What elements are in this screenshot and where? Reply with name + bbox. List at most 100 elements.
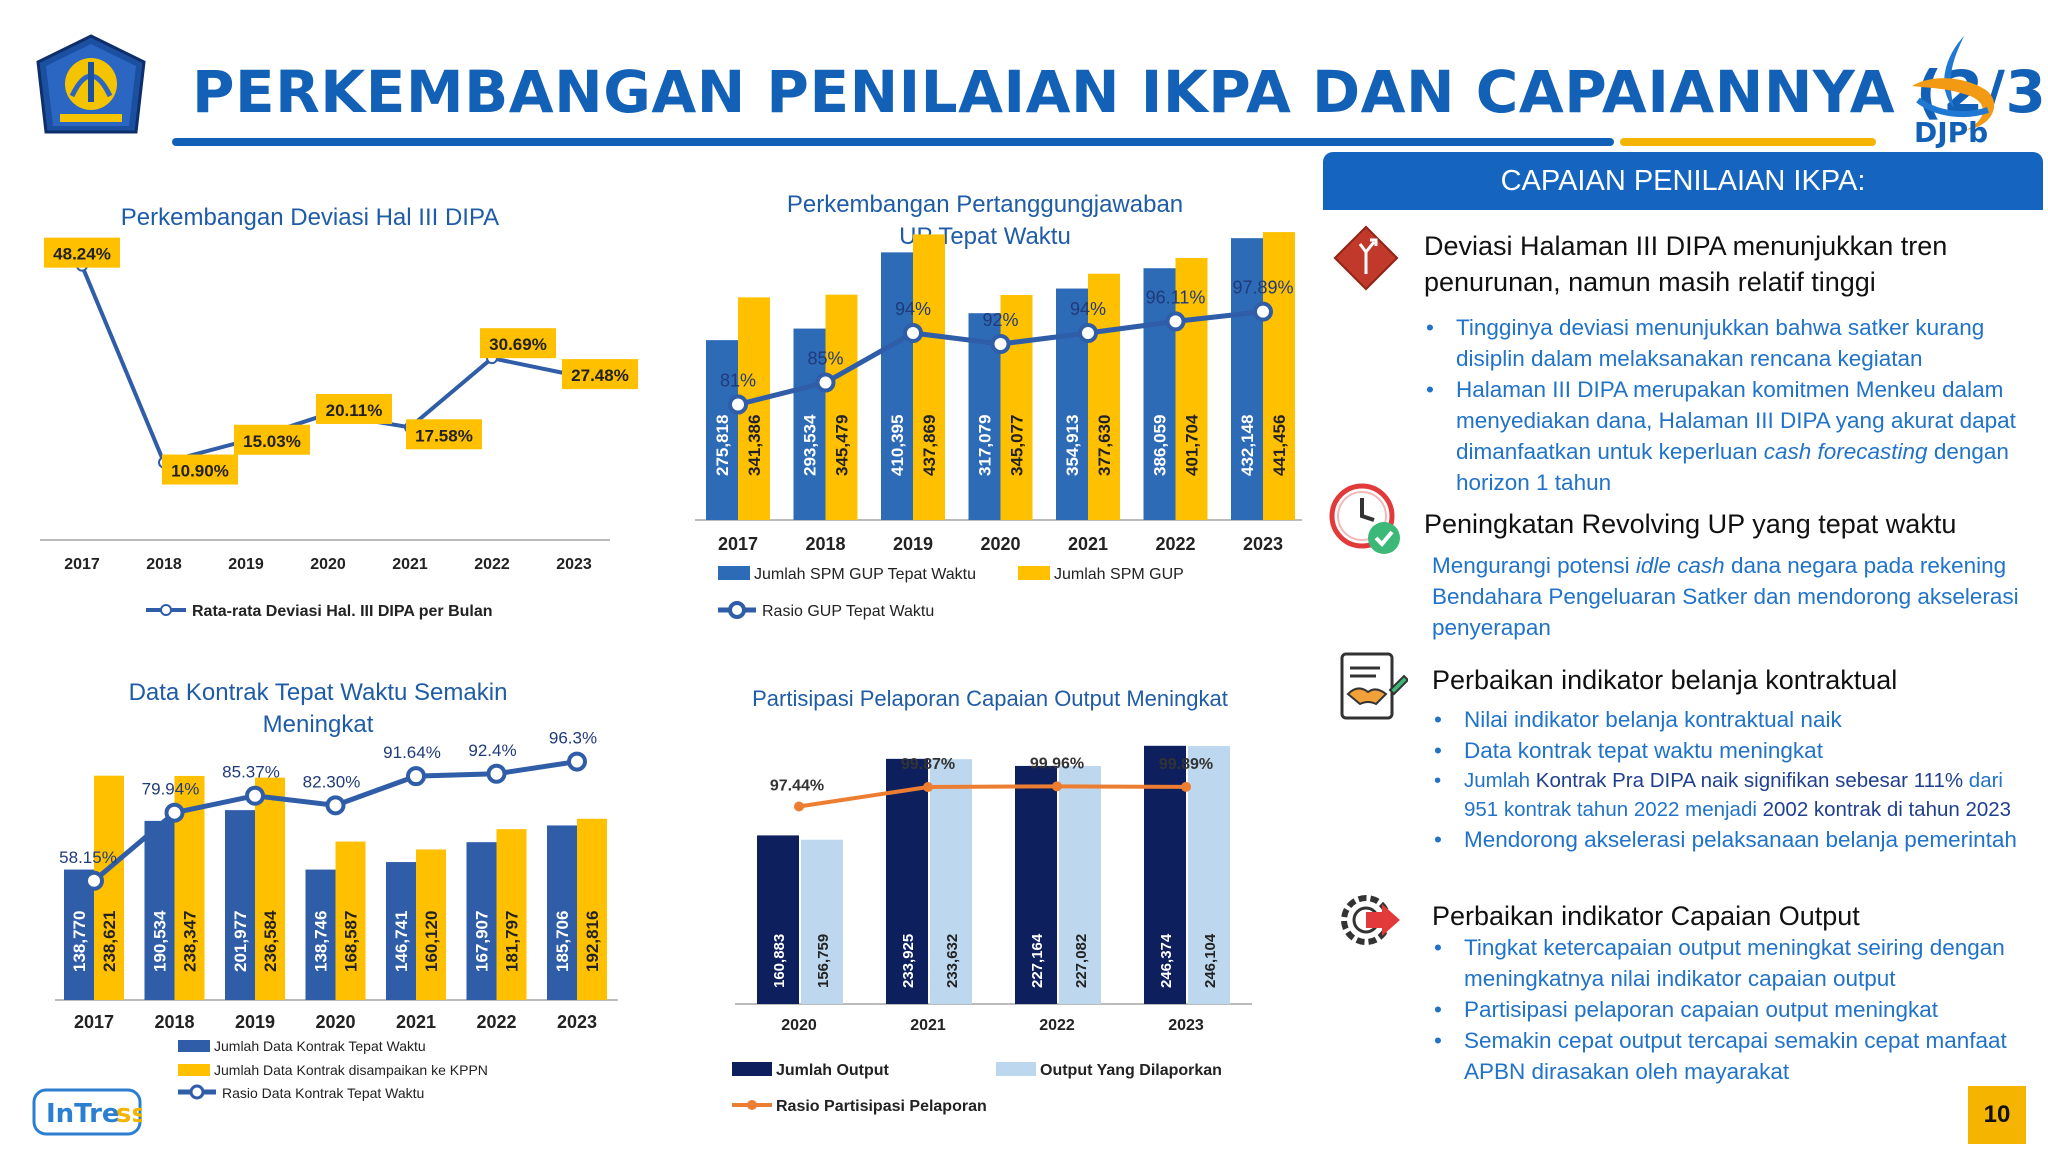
ratio-point — [406, 766, 426, 787]
bar — [886, 758, 928, 1004]
page-number: 10 — [1968, 1086, 2026, 1144]
bar-value-label: 160,883 — [771, 934, 788, 988]
bar — [305, 869, 336, 1000]
ratio-point — [1052, 781, 1062, 792]
data-label: 27.48% — [571, 366, 629, 385]
ratio-line — [798, 784, 1187, 809]
title-underline-blue — [172, 138, 1614, 146]
bar — [913, 234, 945, 520]
ratio-label: 92.4% — [468, 741, 516, 760]
ratio-point — [990, 334, 1011, 354]
bar-value-label: 441,456 — [1270, 415, 1289, 476]
ratio-point — [325, 795, 346, 816]
bar — [577, 818, 607, 1000]
bar-value-label: 138,770 — [70, 911, 89, 972]
ratio-point — [567, 751, 587, 772]
bar-value-label: 190,534 — [151, 910, 170, 972]
tick-label: 2021 — [1068, 534, 1108, 554]
page-title: PERKEMBANGAN PENILAIAN IKPA DAN CAPAIANN… — [192, 58, 2048, 126]
tick-label: 2021 — [392, 556, 428, 573]
chart-title: Meningkat — [263, 711, 374, 738]
ratio-point — [245, 785, 265, 806]
section-up-title: Peningkatan Revolving UP yang tepat wakt… — [1424, 509, 1957, 539]
ratio-label: 96.11% — [1146, 287, 1206, 307]
list-item: Jumlah Kontrak Pra DIPA naik signifikan … — [1430, 766, 2040, 824]
data-label-box — [406, 419, 482, 450]
ratio-label: 82.30% — [303, 772, 361, 791]
legend-marker — [160, 604, 172, 616]
section-kontrak-title: Perbaikan indikator belanja kontraktual — [1432, 665, 1898, 695]
chart-title: Perkembangan Deviasi Hal III DIPA — [121, 204, 499, 231]
ratio-point — [486, 763, 507, 784]
bar — [825, 294, 858, 520]
tick-label: 2022 — [1155, 534, 1195, 554]
bar-value-label: 192,816 — [583, 911, 602, 972]
bar-value-label: 246,374 — [1158, 933, 1175, 988]
ratio-point — [84, 870, 104, 891]
bar — [416, 849, 446, 1000]
chart-deviasi: Perkembangan Deviasi Hal III DIPA 48.24% 1… — [40, 204, 638, 620]
bar — [466, 842, 497, 1000]
data-label: 20.11% — [326, 401, 383, 420]
legend-marker — [747, 1100, 757, 1110]
ratio-label: 58.15% — [59, 848, 117, 867]
bar-value-label: 354,913 — [1063, 415, 1082, 476]
ratio-point — [815, 372, 836, 393]
bar-value-label: 236,584 — [261, 910, 280, 972]
ratio-point — [1165, 311, 1186, 332]
contract-handshake-icon — [1340, 652, 1408, 720]
legend-marker — [189, 1084, 205, 1100]
bar-value-label: 146,741 — [392, 911, 411, 972]
data-label-box — [562, 359, 638, 390]
ratio-label: 97.89% — [1232, 278, 1293, 298]
tick-label: 2017 — [64, 556, 100, 573]
data-label-box — [234, 424, 310, 455]
bar — [881, 252, 913, 521]
section-deviasi-bullets: Tingginya deviasi menunjukkan bahwa satk… — [1422, 312, 2032, 498]
bar — [1088, 273, 1120, 520]
bar-value-label: 181,797 — [503, 911, 522, 972]
bar-value-label: 401,704 — [1183, 414, 1202, 476]
tick-label: 2023 — [1243, 534, 1283, 554]
bar — [1143, 268, 1176, 520]
ratio-label: 85.37% — [222, 763, 280, 782]
tick-label: 2020 — [315, 1012, 355, 1032]
djpb-logo-icon — [1912, 36, 1995, 130]
bar-value-label: 246,104 — [1202, 933, 1219, 988]
bar-value-label: 345,077 — [1008, 415, 1027, 476]
bar-value-label: 227,164 — [1029, 933, 1046, 988]
legend-swatch — [178, 1040, 210, 1052]
legend-swatch — [996, 1062, 1036, 1076]
data-label: 10.90% — [171, 462, 229, 481]
data-label-box — [316, 393, 392, 424]
bar — [1015, 765, 1057, 1004]
bar-value-label: 275,818 — [713, 415, 732, 476]
svg-text:ss: ss — [116, 1099, 142, 1129]
ratio-point — [164, 802, 185, 823]
data-label-box — [162, 454, 238, 485]
tick-label: 2020 — [781, 1017, 817, 1034]
legend-label: Jumlah SPM GUP Tepat Waktu — [754, 566, 976, 583]
bar — [225, 810, 255, 1000]
section-kontrak-bullets: Nilai indikator belanja kontraktual naik… — [1430, 704, 2040, 855]
list-item: Mendorong akselerasi pelaksanaan belanja… — [1430, 824, 2040, 855]
bar — [386, 862, 416, 1000]
ratio-label: 99.96% — [1030, 755, 1084, 772]
legend-label: Rasio GUP Tepat Waktu — [762, 603, 934, 620]
legend-swatch — [178, 1064, 210, 1076]
bar-value-label: 437,869 — [920, 415, 939, 476]
bar-value-label: 167,907 — [473, 911, 492, 972]
bar — [1263, 232, 1295, 520]
bar-value-label: 410,395 — [888, 415, 907, 476]
chart-kontrak: Data Kontrak Tepat Waktu Semakin Meningka… — [55, 679, 618, 1101]
tick-label: 2020 — [310, 556, 346, 573]
capaian-header: CAPAIAN PENILAIAN IKPA: — [1323, 152, 2043, 210]
ratio-label: 99.89% — [1159, 756, 1213, 773]
tick-label: 2022 — [476, 1012, 516, 1032]
tick-label: 2021 — [396, 1012, 436, 1032]
legend-label: Jumlah SPM GUP — [1054, 566, 1184, 583]
tick-label: 2017 — [74, 1012, 114, 1032]
legend-label: Output Yang Dilaporkan — [1040, 1062, 1222, 1079]
ratio-label: 79.94% — [142, 780, 200, 799]
data-label: 15.03% — [243, 432, 301, 451]
